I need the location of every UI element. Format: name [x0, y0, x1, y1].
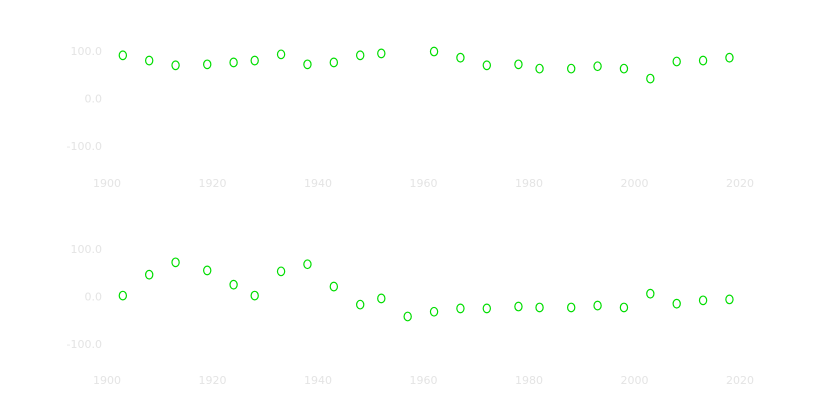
point: [276, 49, 286, 60]
point: [171, 60, 180, 71]
x-tick-label: 1980: [515, 177, 543, 190]
point: [171, 257, 180, 268]
point: [377, 293, 386, 304]
point: [698, 295, 708, 306]
point: [356, 299, 365, 310]
x-tick-label: 1900: [93, 374, 121, 387]
point: [229, 279, 238, 290]
x-tick-label: 2000: [621, 177, 649, 190]
point: [567, 63, 576, 74]
y-tick-label: 0.0: [85, 291, 103, 304]
point: [619, 63, 629, 74]
point: [646, 288, 655, 299]
point: [118, 50, 128, 61]
point: [329, 281, 339, 292]
y-tick-label: -100.0: [67, 338, 102, 351]
point: [672, 298, 681, 309]
point: [276, 266, 286, 277]
point: [593, 300, 602, 311]
x-tick-label: 2000: [621, 374, 649, 387]
x-tick-label: 2020: [726, 374, 754, 387]
point: [619, 302, 629, 313]
point: [646, 73, 655, 84]
point: [429, 46, 439, 57]
point: [250, 55, 259, 66]
x-tick-label: 1940: [304, 374, 332, 387]
point: [514, 301, 523, 312]
x-tick-label: 1920: [199, 177, 227, 190]
point: [593, 61, 602, 72]
point: [482, 303, 491, 314]
point: [329, 57, 339, 68]
point: [303, 259, 312, 270]
point: [144, 55, 154, 66]
point: [377, 48, 386, 59]
point: [535, 63, 544, 74]
point: [203, 265, 212, 276]
x-tick-label: 1920: [199, 374, 227, 387]
x-tick-label: 1900: [93, 177, 121, 190]
y-tick-label: 0.0: [85, 93, 103, 106]
x-tick-label: 1960: [410, 177, 438, 190]
point: [303, 59, 312, 70]
y-tick-label: 100.0: [71, 45, 103, 58]
point: [698, 55, 708, 66]
point: [456, 52, 465, 63]
point: [356, 50, 365, 61]
point: [482, 60, 491, 71]
point: [456, 303, 465, 314]
point: [250, 290, 259, 301]
point: [403, 311, 412, 322]
point: [429, 306, 439, 317]
x-tick-label: 1980: [515, 374, 543, 387]
point: [672, 56, 681, 67]
point: [118, 290, 128, 301]
point: [725, 52, 734, 63]
point: [514, 59, 523, 70]
point: [535, 302, 544, 313]
point: [567, 302, 576, 313]
point: [203, 59, 212, 70]
x-tick-label: 1940: [304, 177, 332, 190]
y-tick-label: -100.0: [67, 140, 102, 153]
point: [144, 269, 154, 280]
point: [229, 57, 238, 68]
x-tick-label: 2020: [726, 177, 754, 190]
y-tick-label: 100.0: [71, 243, 103, 256]
x-tick-label: 1960: [410, 374, 438, 387]
point: [725, 294, 734, 305]
